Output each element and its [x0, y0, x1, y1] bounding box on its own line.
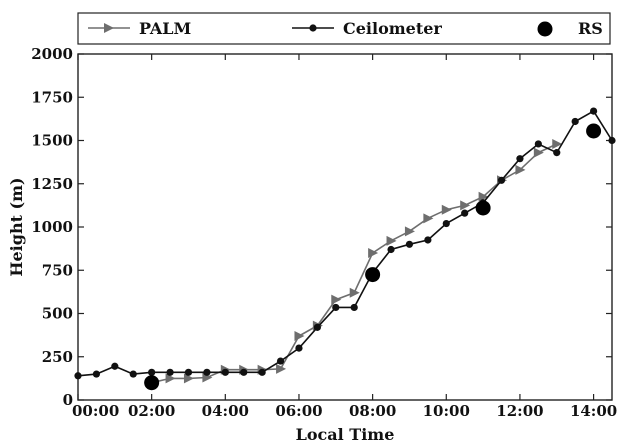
- ceilometer-point: [461, 209, 469, 217]
- palm-point: [533, 147, 544, 158]
- ceilometer-point: [350, 303, 358, 312]
- ceilometer-point: [405, 240, 414, 248]
- legend-frame: [77, 12, 611, 45]
- y-tick-label: 250: [42, 348, 73, 366]
- ceilometer-point: [295, 344, 303, 352]
- plot-area-frame: [77, 53, 613, 401]
- legend-ceilometer-marker: [309, 24, 317, 32]
- legend-palm-label: PALM: [139, 19, 191, 38]
- rs-point: [475, 200, 491, 216]
- rs-point: [365, 267, 381, 283]
- series-layer: [74, 107, 616, 391]
- ceilometer-point: [148, 368, 156, 376]
- legend-item-rs: RS: [537, 19, 603, 38]
- x-tick-label: 06:00: [275, 402, 322, 420]
- ceilometer-point: [332, 303, 340, 312]
- y-tick-label: 0: [63, 391, 73, 409]
- x-axis: 00:00 02:00 04:00 06:00 08:00 10:00 12:00 14:00: [72, 54, 617, 420]
- palm-point: [386, 235, 397, 246]
- x-tick-label: 08:00: [349, 402, 396, 420]
- ceilometer-point: [424, 236, 432, 244]
- ceilometer-point: [92, 370, 101, 378]
- palm-series-line: [151, 143, 558, 384]
- y-tick-label: 2000: [31, 45, 73, 63]
- x-tick-label: 00:00: [72, 402, 119, 420]
- x-tick-label: 04:00: [202, 402, 249, 420]
- ceilometer-point: [74, 372, 82, 380]
- x-tick-label: 02:00: [128, 402, 175, 420]
- y-tick-label: 1000: [31, 218, 73, 236]
- ceilometer-point: [276, 357, 285, 365]
- palm-point: [441, 204, 452, 215]
- ceilometer-point: [571, 117, 579, 126]
- palm-point: [183, 373, 194, 384]
- palm-point: [349, 287, 360, 298]
- palm-point: [478, 191, 489, 202]
- palm-point: [331, 294, 342, 305]
- legend-item-palm: PALM: [88, 19, 191, 38]
- y-axis: 0 250 500 750 1000 1250 1500 1750 2000: [31, 45, 612, 409]
- ceilometer-point: [442, 219, 450, 228]
- ceilometer-point: [166, 368, 174, 376]
- palm-point: [165, 373, 176, 384]
- ceilometer-point: [129, 370, 137, 378]
- legend-palm-marker: [104, 23, 114, 33]
- x-tick-label: 12:00: [496, 402, 543, 420]
- ceilometer-point: [387, 245, 395, 254]
- palm-point: [368, 247, 379, 258]
- ceilometer-point: [553, 149, 561, 157]
- ceilometer-point: [608, 136, 616, 145]
- ceilometer-point: [534, 140, 542, 148]
- y-tick-label: 1750: [31, 88, 73, 106]
- ceilometer-point: [111, 362, 119, 370]
- legend-rs-marker: [537, 21, 553, 37]
- legend-rs-label: RS: [578, 19, 603, 38]
- ceilometer-point: [497, 176, 506, 184]
- ceilometer-point: [240, 368, 248, 376]
- ceilometer-point: [313, 323, 321, 331]
- y-axis-title: Height (m): [7, 177, 26, 276]
- ceilometer-point: [184, 368, 193, 376]
- palm-point: [423, 213, 434, 224]
- ceilometer-point: [516, 155, 524, 163]
- ceilometer-series-line: [77, 110, 613, 377]
- palm-point: [552, 138, 563, 149]
- x-tick-label: 14:00: [570, 402, 617, 420]
- y-tick-label: 750: [42, 261, 73, 279]
- legend-ceilometer-label: Ceilometer: [343, 19, 442, 38]
- y-tick-label: 500: [42, 305, 73, 323]
- ceilometer-point: [589, 107, 598, 115]
- x-tick-label: 10:00: [423, 402, 470, 420]
- palm-point: [276, 363, 287, 374]
- x-axis-title: Local Time: [296, 425, 395, 443]
- ceilometer-point: [203, 368, 211, 376]
- legend: PALM Ceilometer RS: [77, 12, 611, 45]
- palm-point: [294, 330, 305, 341]
- y-tick-label: 1250: [31, 175, 73, 193]
- palm-point: [404, 226, 415, 237]
- palm-point: [460, 200, 471, 211]
- ceilometer-point: [221, 368, 229, 376]
- y-tick-label: 1500: [31, 132, 73, 150]
- rs-point: [144, 375, 160, 391]
- palm-point: [515, 164, 526, 175]
- legend-item-ceilometer: Ceilometer: [292, 19, 442, 38]
- ceilometer-point: [258, 368, 266, 376]
- rs-point: [586, 123, 602, 139]
